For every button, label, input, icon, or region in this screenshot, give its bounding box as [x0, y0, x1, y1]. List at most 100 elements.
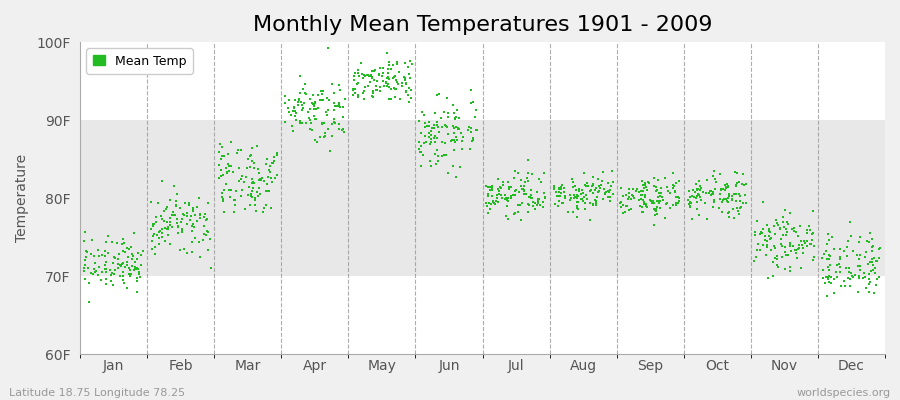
Point: [445, 137, 459, 143]
Point: [666, 185, 680, 192]
Point: [328, 107, 342, 114]
Point: [482, 184, 497, 190]
Point: [77, 256, 92, 263]
Point: [579, 182, 593, 189]
Point: [176, 212, 191, 218]
Point: [589, 202, 603, 208]
Point: [864, 244, 878, 250]
Point: [155, 234, 169, 241]
Point: [749, 254, 763, 260]
Point: [263, 169, 277, 175]
Point: [466, 99, 481, 105]
Point: [80, 249, 94, 256]
Point: [500, 197, 515, 203]
Point: [351, 92, 365, 98]
Point: [530, 202, 544, 208]
Point: [593, 185, 608, 191]
Point: [655, 196, 670, 203]
Point: [332, 102, 347, 108]
Point: [184, 222, 199, 229]
Point: [586, 173, 600, 180]
Point: [110, 240, 124, 246]
Point: [704, 192, 718, 198]
Point: [304, 120, 319, 126]
Point: [295, 102, 310, 108]
Point: [222, 163, 237, 169]
Point: [416, 152, 430, 159]
Point: [572, 186, 586, 192]
Point: [116, 239, 130, 246]
Point: [80, 265, 94, 271]
Point: [368, 83, 382, 90]
Point: [175, 226, 189, 233]
Point: [169, 198, 184, 204]
Point: [752, 247, 767, 253]
Point: [182, 202, 196, 208]
Point: [298, 90, 312, 96]
Point: [118, 249, 132, 255]
Point: [552, 189, 566, 195]
Point: [635, 192, 650, 198]
Point: [212, 162, 226, 168]
Point: [388, 85, 402, 92]
Point: [512, 188, 526, 195]
Point: [562, 192, 577, 198]
Point: [570, 199, 584, 205]
Point: [726, 191, 741, 198]
Point: [243, 164, 257, 170]
Point: [765, 273, 779, 279]
Point: [101, 233, 115, 240]
Point: [589, 198, 603, 204]
Point: [130, 289, 144, 295]
Point: [783, 209, 797, 216]
Point: [822, 252, 836, 258]
Point: [508, 210, 522, 216]
Point: [166, 208, 180, 215]
Point: [493, 192, 508, 198]
Point: [380, 50, 394, 56]
Point: [500, 198, 515, 204]
Point: [538, 195, 553, 201]
Point: [869, 258, 884, 264]
Point: [481, 203, 495, 210]
Point: [366, 68, 381, 74]
Point: [595, 178, 609, 184]
Point: [285, 128, 300, 134]
Point: [401, 71, 416, 77]
Point: [193, 211, 207, 218]
Point: [440, 124, 454, 130]
Point: [636, 197, 651, 203]
Point: [663, 190, 678, 196]
Point: [781, 252, 796, 258]
Point: [403, 58, 418, 64]
Point: [774, 236, 788, 242]
Point: [637, 179, 652, 186]
Point: [820, 241, 834, 247]
Point: [221, 187, 236, 193]
Point: [481, 191, 495, 197]
Point: [836, 247, 850, 254]
Point: [714, 186, 728, 192]
Point: [583, 200, 598, 206]
Point: [573, 190, 588, 197]
Point: [404, 86, 419, 93]
Point: [843, 282, 858, 289]
Point: [417, 140, 431, 146]
Point: [438, 140, 453, 146]
Point: [584, 186, 598, 193]
Point: [776, 214, 790, 221]
Point: [158, 206, 173, 212]
Point: [518, 191, 533, 198]
Point: [464, 100, 478, 106]
Point: [317, 134, 331, 141]
Point: [712, 205, 726, 211]
Point: [158, 238, 173, 244]
Point: [627, 195, 642, 201]
Point: [99, 239, 113, 246]
Point: [238, 206, 253, 212]
Point: [794, 264, 808, 271]
Point: [713, 196, 727, 202]
Point: [687, 193, 701, 200]
Point: [655, 194, 670, 200]
Point: [501, 194, 516, 201]
